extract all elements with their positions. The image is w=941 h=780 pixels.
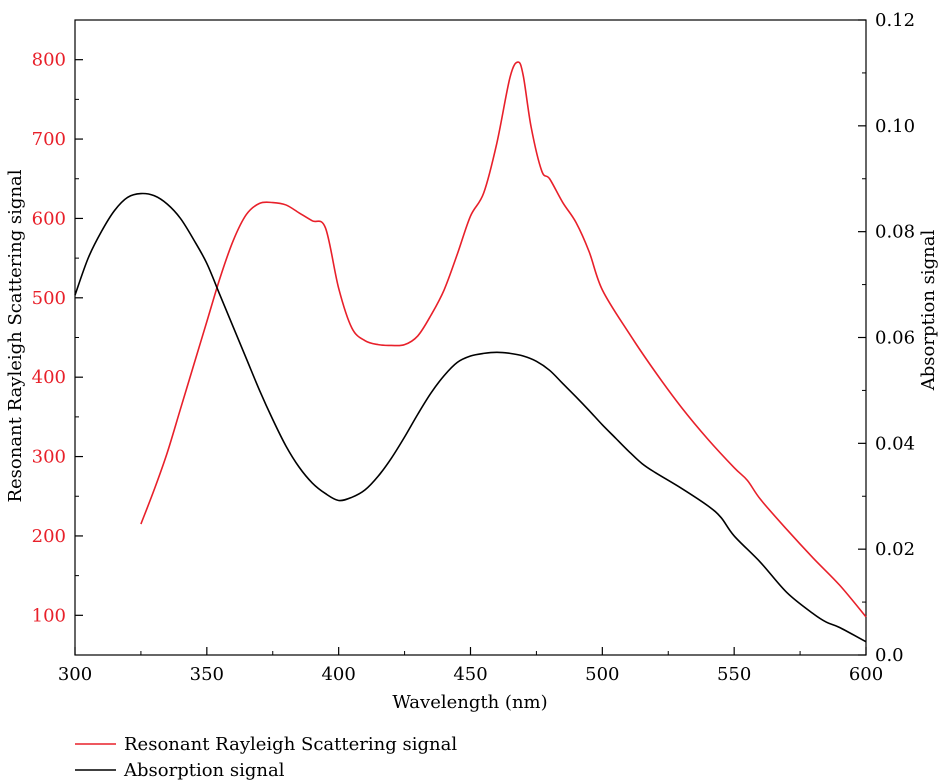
x-axis-ticks: 300 350 400 450 500 550 600 <box>58 647 883 685</box>
x-axis-label: Wavelength (nm) <box>392 692 547 713</box>
left-y-tick-label: 600 <box>32 208 66 229</box>
right-y-tick-label: 0.08 <box>875 222 915 243</box>
absorption-signal-line <box>74 192 867 643</box>
series-layer <box>74 61 867 643</box>
x-tick-label: 450 <box>453 664 487 685</box>
right-y-axis-ticks: 0.0 0.02 0.04 0.06 0.08 0.10 0.12 <box>858 10 915 666</box>
x-tick-label: 350 <box>190 664 224 685</box>
left-y-tick-label: 800 <box>32 50 66 71</box>
x-tick-label: 600 <box>849 664 883 685</box>
left-y-tick-label: 400 <box>32 367 66 388</box>
x-tick-label: 500 <box>585 664 619 685</box>
left-y-tick-label: 200 <box>32 526 66 547</box>
left-y-tick-label: 500 <box>32 288 66 309</box>
right-y-tick-label: 0.10 <box>875 116 915 137</box>
x-tick-label: 300 <box>58 664 92 685</box>
legend-label-rrs: Resonant Rayleigh Scattering signal <box>124 734 457 755</box>
plot-border <box>74 19 867 656</box>
right-y-axis-label: Absorption signal <box>918 230 939 392</box>
x-tick-label: 400 <box>321 664 355 685</box>
left-y-axis-label: Resonant Rayleigh Scattering signal <box>5 169 26 502</box>
right-y-tick-label: 0.02 <box>875 539 915 560</box>
plot-frame <box>74 19 867 656</box>
legend: Resonant Rayleigh Scattering signal Abso… <box>75 734 457 780</box>
rrs-signal-line <box>140 61 867 618</box>
left-y-axis-ticks: 100 200 300 400 500 600 700 800 <box>32 19 83 656</box>
right-y-tick-label: 0.06 <box>875 328 915 349</box>
right-y-tick-label: 0.04 <box>875 433 915 454</box>
legend-label-absorption: Absorption signal <box>123 760 285 780</box>
right-y-tick-label: 0.12 <box>875 10 915 31</box>
left-y-tick-label: 100 <box>32 605 66 626</box>
left-y-tick-label: 700 <box>32 129 66 150</box>
right-y-tick-label: 0.0 <box>875 645 904 666</box>
x-tick-label: 550 <box>717 664 751 685</box>
left-y-tick-label: 300 <box>32 447 66 468</box>
